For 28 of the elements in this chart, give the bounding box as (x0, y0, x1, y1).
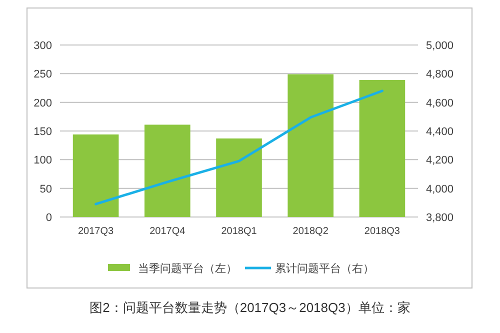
y2-tick-label: 4,200 (426, 154, 454, 167)
x-tick-label: 2017Q3 (78, 226, 114, 237)
line-series (94, 90, 384, 206)
x-tick-label: 2018Q2 (292, 226, 329, 237)
y-tick-label: 0 (46, 212, 52, 224)
x-tick-label: 2018Q3 (364, 226, 400, 237)
legend-label: 当季问题平台（左） (138, 262, 237, 275)
x-tick-label: 2017Q4 (150, 226, 186, 237)
bar (216, 138, 262, 217)
text: 图2：问题平台数量走势（2017Q3～2018Q3）单位：家 (90, 300, 410, 315)
y2-tick-label: 4,600 (426, 97, 454, 110)
y2-tick-label: 5,000 (426, 40, 454, 52)
y2-tick-label: 4,800 (426, 68, 454, 81)
y-tick-label: 250 (34, 68, 52, 81)
bar (144, 124, 190, 217)
bar (288, 74, 334, 217)
y-tick-label: 50 (40, 183, 52, 196)
x-tick-label: 2018Q1 (221, 226, 258, 237)
y2-tick-label: 4,000 (426, 183, 454, 196)
y2-tick-label: 4,400 (426, 126, 454, 138)
bar (359, 80, 406, 217)
y-tick-label: 200 (34, 97, 52, 110)
bar (72, 134, 119, 217)
y-tick-label: 150 (34, 126, 52, 138)
y-tick-label: 100 (34, 154, 52, 167)
y-tick-label: 300 (34, 40, 52, 52)
y2-tick-label: 3,800 (426, 212, 454, 224)
legend-label: 累计问题平台（右） (275, 262, 374, 275)
